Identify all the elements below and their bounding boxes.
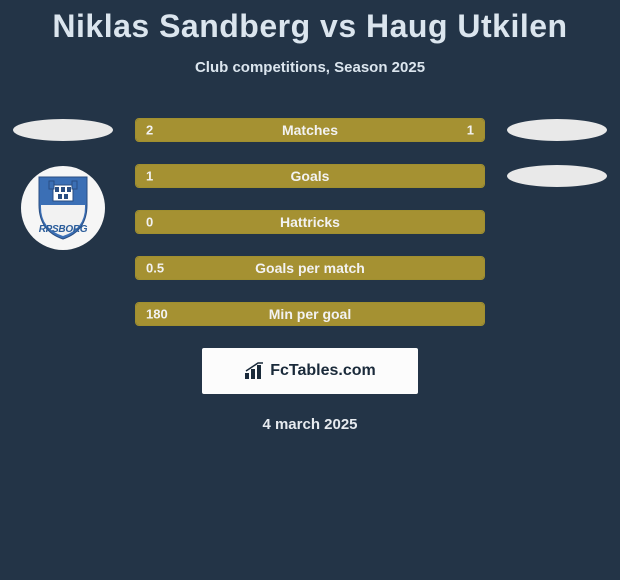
stat-value-left: 0 <box>146 215 153 230</box>
subtitle: Club competitions, Season 2025 <box>0 59 620 76</box>
stat-bar: 1 Goals <box>135 164 485 188</box>
stat-label: Hattricks <box>280 214 340 230</box>
club-name-text: RPSBORG <box>39 224 87 235</box>
stat-row: RPSBORG 1 Goals <box>0 164 620 188</box>
club-crest-icon: RPSBORG <box>35 175 91 241</box>
stat-value-right: 1 <box>467 123 474 138</box>
stat-bar: 2 Matches 1 <box>135 118 485 142</box>
stat-row: 0.5 Goals per match <box>0 256 620 280</box>
right-side <box>502 119 612 141</box>
stat-bar: 0 Hattricks <box>135 210 485 234</box>
stat-label: Min per goal <box>269 306 351 322</box>
brand-text: FcTables.com <box>270 362 376 380</box>
player-oval-left <box>13 119 113 141</box>
player-oval-right <box>507 119 607 141</box>
player-oval-right <box>507 165 607 187</box>
stat-value-left: 2 <box>146 123 153 138</box>
stat-bar: 0.5 Goals per match <box>135 256 485 280</box>
stat-value-left: 0.5 <box>146 261 164 276</box>
brand-logo: FcTables.com <box>244 362 376 380</box>
stat-bar: 180 Min per goal <box>135 302 485 326</box>
stat-value-left: 180 <box>146 307 168 322</box>
brand-box[interactable]: FcTables.com <box>202 348 418 394</box>
right-side <box>502 165 612 187</box>
date-text: 4 march 2025 <box>0 416 620 433</box>
page-title: Niklas Sandberg vs Haug Utkilen <box>0 0 620 45</box>
stat-row: 180 Min per goal <box>0 302 620 326</box>
stat-label: Goals per match <box>255 260 365 276</box>
bars-icon <box>244 362 266 380</box>
stat-value-left: 1 <box>146 169 153 184</box>
stat-row: 2 Matches 1 <box>0 118 620 142</box>
stat-label: Matches <box>282 122 338 138</box>
stat-label: Goals <box>291 168 330 184</box>
club-badge-left: RPSBORG <box>21 166 105 250</box>
stats-container: 2 Matches 1 <box>0 118 620 326</box>
left-side <box>8 119 118 141</box>
